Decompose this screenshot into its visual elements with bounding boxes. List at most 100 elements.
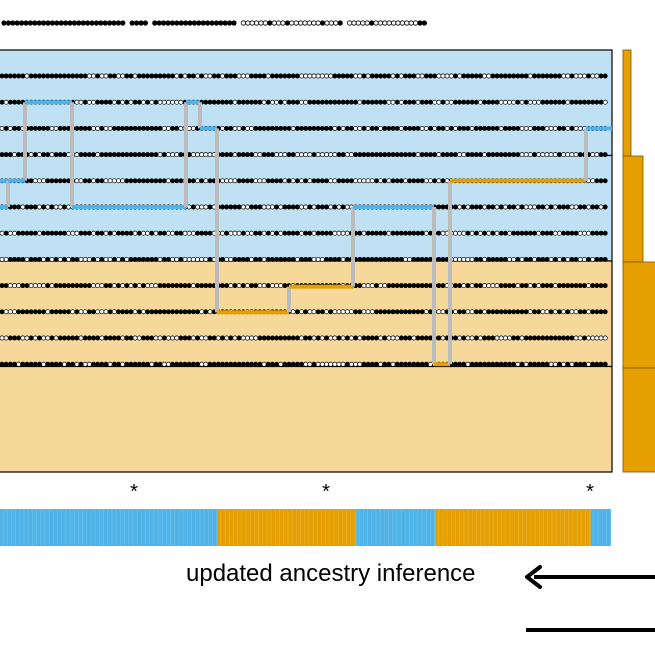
header-site-dot (328, 20, 334, 26)
header-site-dot (386, 20, 392, 26)
haplotype-site-dot (469, 152, 475, 158)
haplotype-site-dot (398, 178, 404, 184)
haplotype-site-dot (540, 125, 546, 131)
haplotype-site-dot (536, 361, 542, 367)
haplotype-site-dot (157, 73, 163, 79)
haplotype-site-dot (423, 99, 429, 105)
haplotype-site-dot (49, 283, 55, 289)
haplotype-site-dot (249, 335, 255, 341)
haplotype-site-dot (423, 361, 429, 367)
haplotype-site-dot (315, 309, 321, 315)
haplotype-site-dot (78, 256, 84, 262)
haplotype-site-dot (465, 230, 471, 236)
haplotype-site-dot (269, 152, 275, 158)
haplotype-site-dot (332, 99, 338, 105)
haplotype-site-dot (145, 152, 151, 158)
header-site-dot (346, 20, 353, 26)
haplotype-site-dot (527, 283, 533, 289)
haplotype-site-dot (581, 204, 587, 210)
haplotype-site-dot (469, 283, 475, 289)
haplotype-site-dot (319, 361, 325, 367)
haplotype-site-dot (365, 309, 371, 315)
haplotype-site-dot (153, 230, 159, 236)
haplotype-site-dot (332, 204, 338, 210)
haplotype-site-dot (573, 309, 579, 315)
haplotype-site-dot (86, 309, 92, 315)
haplotype-site-dot (552, 256, 558, 262)
haplotype-site-dot (527, 73, 533, 79)
haplotype-site-dot (311, 204, 317, 210)
haplotype-site-dot (332, 309, 338, 315)
haplotype-site-dot (340, 309, 346, 315)
header-site-dot (138, 20, 144, 26)
haplotype-site-dot (24, 204, 30, 210)
haplotype-site-dot (24, 73, 30, 79)
haplotype-site-dot (0, 309, 5, 315)
header-site-dot (58, 20, 64, 26)
haplotype-site-dot (278, 230, 284, 236)
ancestry-segment-blue (356, 509, 436, 546)
haplotype-site-dot (207, 73, 213, 79)
haplotype-site-dot (369, 309, 375, 315)
header-site-dot (102, 20, 108, 26)
haplotype-site-dot (540, 283, 546, 289)
haplotype-site-dot (45, 256, 51, 262)
haplotype-site-dot (590, 335, 596, 341)
haplotype-site-dot (523, 125, 529, 131)
haplotype-site-dot (519, 204, 525, 210)
haplotype-site-dot (24, 309, 30, 315)
haplotype-site-dot (261, 256, 267, 262)
haplotype-site-dot (319, 309, 325, 315)
haplotype-site-dot (361, 309, 367, 315)
haplotype-site-dot (145, 283, 151, 289)
header-site-dot (377, 20, 383, 26)
haplotype-site-dot (540, 256, 546, 262)
haplotype-site-dot (82, 230, 88, 236)
haplotype-site-dot (519, 230, 525, 236)
haplotype-site-dot (36, 178, 42, 184)
haplotype-site-dot (244, 283, 250, 289)
haplotype-site-dot (165, 309, 171, 315)
haplotype-site-dot (498, 256, 504, 262)
haplotype-site-dot (361, 178, 367, 184)
header-site-dot (417, 20, 423, 26)
haplotype-site-dot (394, 335, 400, 341)
haplotype-site-dot (552, 204, 558, 210)
haplotype-site-dot (7, 73, 13, 79)
haplotype-site-dot (511, 361, 517, 367)
header-site-dot (218, 20, 224, 26)
haplotype-site-dot (390, 230, 396, 236)
haplotype-site-dot (178, 230, 184, 236)
haplotype-site-dot (432, 99, 438, 105)
header-site-dot (284, 20, 290, 26)
haplotype-site-dot (473, 256, 479, 262)
haplotype-site-dot (178, 178, 184, 184)
haplotype-site-dot (190, 361, 196, 367)
haplotype-site-dot (203, 178, 209, 184)
haplotype-site-dot (290, 256, 296, 262)
haplotype-site-dot (128, 256, 134, 262)
haplotype-site-dot (332, 256, 338, 262)
haplotype-site-dot (99, 178, 105, 184)
haplotype-site-dot (507, 73, 512, 79)
haplotype-site-dot (477, 99, 483, 105)
haplotype-site-dot (195, 361, 200, 367)
haplotype-site-dot (236, 335, 242, 341)
haplotype-site-dot (348, 361, 354, 367)
haplotype-site-dot (482, 283, 488, 289)
haplotype-site-dot (324, 73, 329, 79)
haplotype-site-dot (419, 256, 425, 262)
haplotype-site-dot (490, 152, 496, 158)
haplotype-site-dot (149, 256, 155, 262)
haplotype-site-dot (190, 73, 196, 79)
haplotype-site-dot (36, 335, 42, 341)
haplotype-site-dot (319, 335, 325, 341)
haplotype-site-dot (490, 73, 496, 79)
header-site-dot (293, 20, 299, 26)
haplotype-site-dot (170, 335, 176, 341)
haplotype-site-dot (3, 125, 9, 131)
haplotype-site-dot (32, 152, 38, 158)
haplotype-site-dot (602, 361, 608, 367)
haplotype-site-dot (261, 99, 267, 105)
haplotype-site-dot (373, 309, 379, 315)
